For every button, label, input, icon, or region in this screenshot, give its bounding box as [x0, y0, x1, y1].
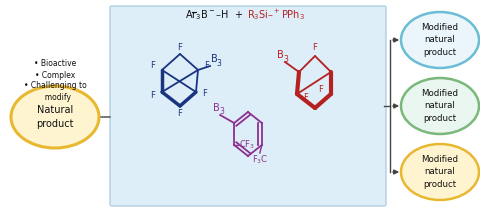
Text: 3: 3: [283, 55, 288, 64]
Text: F: F: [178, 42, 182, 52]
Text: F: F: [319, 85, 324, 95]
Text: 3: 3: [216, 59, 221, 68]
Ellipse shape: [401, 78, 479, 134]
Text: F$_3$C: F$_3$C: [252, 154, 268, 166]
Text: F: F: [203, 89, 207, 99]
Text: F: F: [303, 92, 309, 102]
Text: F: F: [151, 61, 156, 71]
Text: R$_3$Si–$^+$PPh$_3$: R$_3$Si–$^+$PPh$_3$: [247, 8, 305, 22]
Text: • Challenging to: • Challenging to: [24, 81, 86, 91]
Text: B: B: [213, 103, 220, 113]
Text: • Complex: • Complex: [35, 71, 75, 80]
Text: Natural
product: Natural product: [36, 105, 74, 129]
Ellipse shape: [11, 86, 99, 148]
Text: Modified
natural
product: Modified natural product: [421, 23, 458, 57]
Text: B: B: [277, 50, 284, 60]
Text: F: F: [151, 91, 156, 99]
Text: CF$_3$: CF$_3$: [239, 139, 255, 151]
FancyBboxPatch shape: [110, 6, 386, 206]
Text: Modified
natural
product: Modified natural product: [421, 155, 458, 189]
Text: • Bioactive: • Bioactive: [34, 60, 76, 68]
Text: B: B: [211, 54, 218, 64]
Text: F: F: [178, 110, 182, 119]
Text: Modified
natural
product: Modified natural product: [421, 89, 458, 123]
Text: 3: 3: [219, 107, 224, 116]
Text: modify: modify: [39, 92, 71, 102]
Text: F: F: [204, 61, 209, 71]
Ellipse shape: [401, 144, 479, 200]
Text: F: F: [312, 42, 317, 52]
Text: Ar$_3$B$^-$–H  +: Ar$_3$B$^-$–H +: [185, 8, 248, 22]
Ellipse shape: [401, 12, 479, 68]
